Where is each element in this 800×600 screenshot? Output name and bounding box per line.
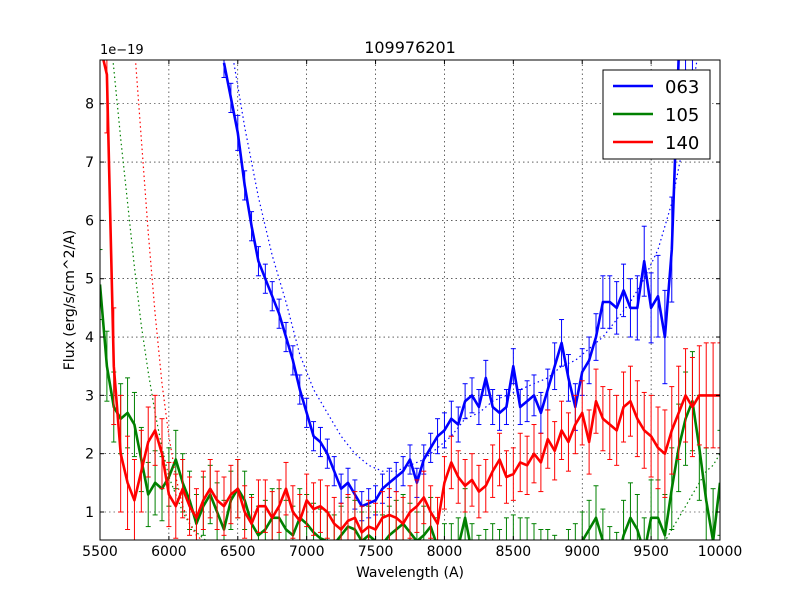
data-line-140 bbox=[102, 60, 720, 534]
x-tick-label: 10000 bbox=[698, 544, 743, 560]
x-ticks: 5500 6000 6500 7000 7500 8000 8500 9000 9500 1000… bbox=[82, 60, 742, 560]
y-tick-label: 5 bbox=[85, 272, 94, 288]
y-tick-label: 6 bbox=[85, 213, 94, 229]
plot-frame bbox=[99, 59, 721, 541]
x-tick-label: 9500 bbox=[633, 544, 669, 560]
data-line-063 bbox=[222, 60, 680, 508]
legend-label: 140 bbox=[665, 133, 699, 154]
x-tick-label: 6000 bbox=[151, 544, 187, 560]
legend: 063 105 140 bbox=[602, 69, 711, 160]
model-line-063 bbox=[232, 60, 698, 472]
x-tick-label: 7000 bbox=[289, 544, 325, 560]
legend-label: 105 bbox=[665, 105, 699, 126]
y-tick-label: 4 bbox=[85, 330, 94, 346]
x-tick-label: 9000 bbox=[564, 544, 600, 560]
y-offset-label: 1e−19 bbox=[100, 43, 144, 58]
y-tick-label: 8 bbox=[85, 97, 94, 113]
x-tick-label: 8000 bbox=[427, 544, 463, 560]
model-line-105 bbox=[112, 60, 720, 540]
chart-title: 109976201 bbox=[364, 38, 456, 57]
y-tick-label: 1 bbox=[85, 505, 94, 521]
y-tick-label: 2 bbox=[85, 447, 94, 463]
x-tick-label: 6500 bbox=[220, 544, 256, 560]
x-axis-label: Wavelength (A) bbox=[356, 565, 464, 581]
x-tick-label: 7500 bbox=[358, 544, 394, 560]
y-axis-label: Flux (erg/s/cm^2/A) bbox=[62, 230, 78, 370]
x-tick-label: 8500 bbox=[496, 544, 532, 560]
x-tick-label: 5500 bbox=[82, 544, 118, 560]
y-ticks: 1 2 3 4 5 6 7 8 bbox=[85, 97, 720, 521]
series-layer bbox=[100, 60, 720, 540]
legend-label: 063 bbox=[665, 77, 699, 98]
y-tick-label: 3 bbox=[85, 388, 94, 404]
y-tick-label: 7 bbox=[85, 155, 94, 171]
series-140 bbox=[100, 60, 720, 540]
